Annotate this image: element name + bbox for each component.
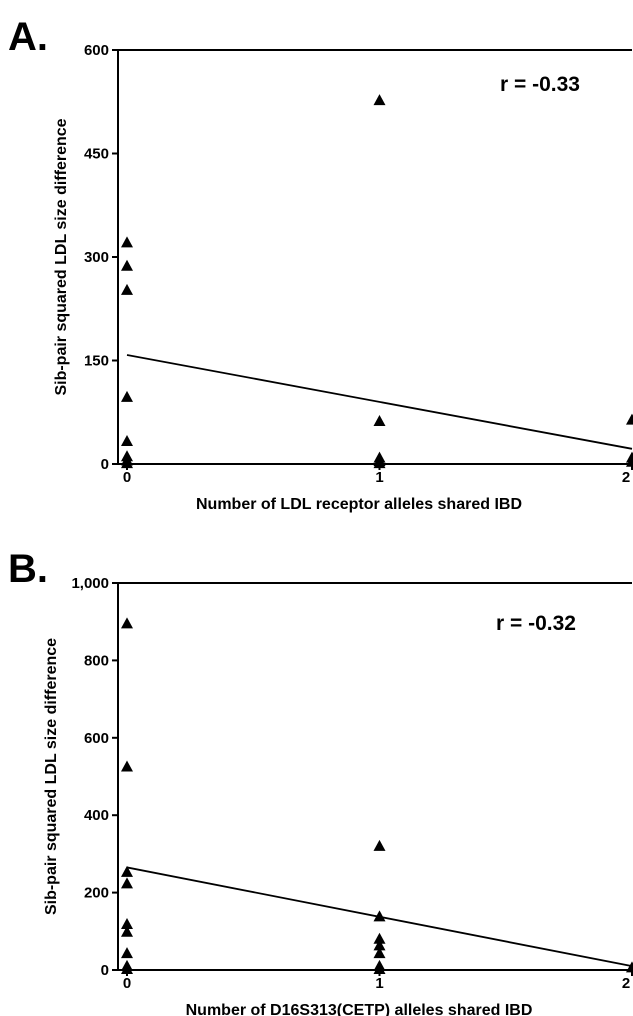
data-point-triangle (373, 947, 386, 959)
y-tick-label: 450 (84, 146, 109, 163)
x-tick-label: 2 (622, 469, 630, 486)
correlation-annotation: r = -0.32 (496, 612, 576, 635)
data-point-triangle (121, 390, 133, 402)
data-point-triangle (373, 839, 386, 851)
x-tick-label: 0 (123, 469, 131, 486)
y-tick-label: 0 (101, 456, 109, 473)
data-point-triangle (121, 760, 133, 772)
y-axis-title: Sib-pair squared LDL size difference (43, 638, 60, 915)
data-point-triangle (121, 918, 133, 930)
y-tick-label: 600 (84, 730, 109, 747)
data-point-triangle (373, 415, 386, 427)
data-point-triangle (121, 877, 133, 889)
y-tick-label: 400 (84, 807, 109, 824)
panel-label: B. (8, 547, 48, 591)
data-point-triangle (121, 457, 133, 469)
y-axis-title: Sib-pair squared LDL size difference (53, 118, 70, 395)
x-tick-label: 2 (622, 975, 630, 992)
y-tick-label: 150 (84, 353, 109, 370)
panel-label: A. (8, 15, 48, 59)
panel-a: A. 0 150 300 450 600 0 1 2 Number of LDL receptor… (8, 15, 633, 513)
data-point-triangle (373, 910, 386, 922)
panel-b: B. 0 200 400 600 800 1,000 0 1 2 Number of D16S313… (8, 547, 633, 1016)
data-point-triangle (121, 925, 133, 937)
x-tick-label: 1 (375, 469, 383, 486)
data-point-triangle (373, 94, 386, 106)
x-tick-label: 0 (123, 975, 131, 992)
data-point-triangle (121, 435, 133, 447)
data-point-triangle (121, 283, 133, 295)
y-tick-label: 800 (84, 652, 109, 669)
data-point-triangle (626, 413, 633, 425)
data-point-triangle (626, 455, 633, 467)
data-point-triangle (121, 865, 133, 877)
y-tick-label: 600 (84, 42, 109, 59)
data-point-triangle (121, 947, 133, 959)
x-axis-title: Number of LDL receptor alleles shared IB… (196, 496, 522, 513)
regression-line (126, 354, 633, 450)
y-tick-label: 200 (84, 885, 109, 902)
data-point-triangle (121, 236, 133, 248)
data-point-triangle (373, 962, 386, 974)
data-point-triangle (626, 961, 633, 973)
y-tick-label: 300 (84, 249, 109, 266)
correlation-annotation: r = -0.33 (500, 73, 580, 96)
data-point-triangle (373, 939, 386, 951)
y-tick-label: 1,000 (71, 575, 109, 592)
data-point-triangle (121, 259, 133, 271)
x-axis-title: Number of D16S313(CETP) alleles shared I… (186, 1002, 533, 1016)
data-point-triangle (373, 457, 386, 469)
data-point-triangle (121, 962, 133, 974)
y-tick-label: 0 (101, 962, 109, 979)
x-tick-label: 1 (375, 975, 383, 992)
data-point-triangle (373, 932, 386, 944)
data-point-triangle (121, 617, 133, 629)
